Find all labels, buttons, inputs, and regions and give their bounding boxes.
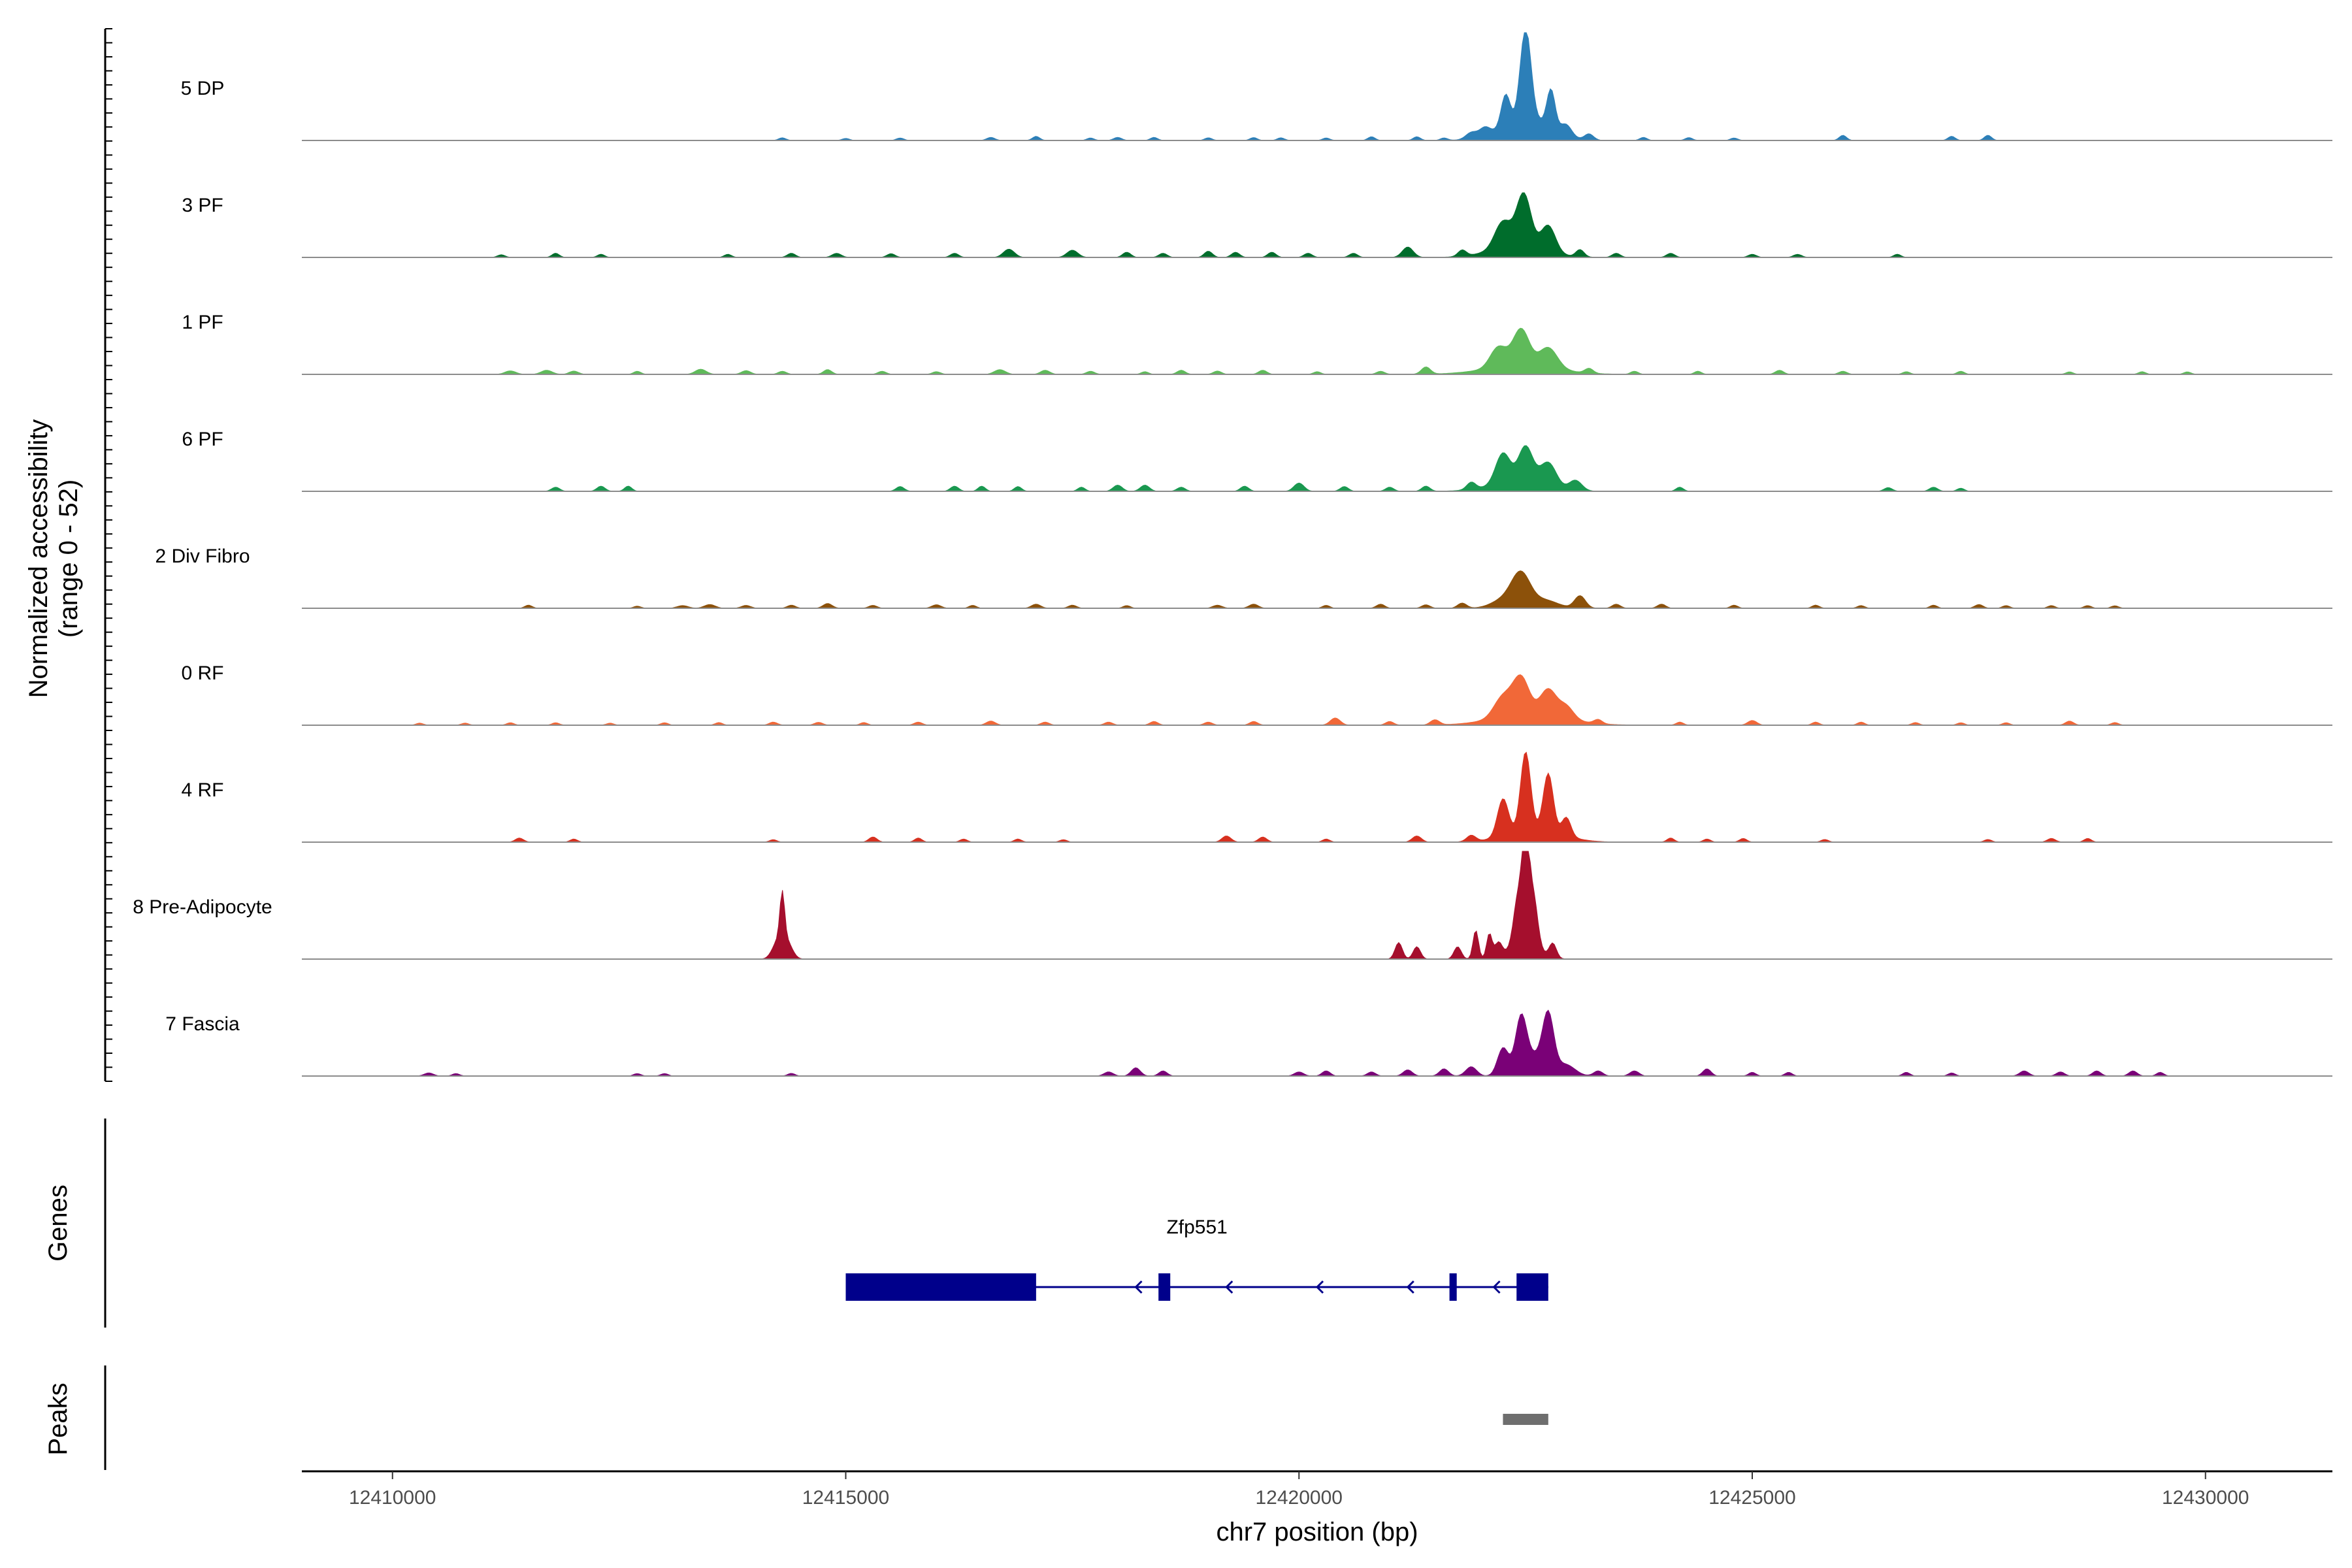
coverage-area bbox=[302, 445, 2332, 492]
coverage-track: 5 DP bbox=[181, 32, 2332, 141]
track-label: 8 Pre-Adipocyte bbox=[133, 896, 272, 918]
x-tick-label: 12420000 bbox=[1256, 1487, 1343, 1509]
coverage-track: 2 Div Fibro bbox=[155, 546, 2332, 609]
y-axis-title-line2: (range 0 - 52) bbox=[54, 480, 83, 638]
coverage-area bbox=[302, 751, 2332, 843]
coverage-track: 7 Fascia bbox=[165, 1009, 2332, 1077]
coverage-track: 1 PF bbox=[182, 312, 2332, 375]
gene-exon bbox=[845, 1273, 1036, 1301]
track-label: 3 PF bbox=[182, 195, 223, 216]
x-tick-label: 12415000 bbox=[802, 1487, 889, 1509]
gene-strand-arrow bbox=[1406, 1280, 1414, 1294]
coverage-y-axis bbox=[104, 28, 112, 1082]
coverage-track: 8 Pre-Adipocyte bbox=[133, 851, 2332, 960]
coverage-area bbox=[302, 327, 2332, 375]
gene-exon bbox=[1158, 1273, 1171, 1301]
coverage-track: 4 RF bbox=[181, 751, 2332, 843]
peaks-track bbox=[1503, 1414, 1548, 1425]
x-tick-label: 12425000 bbox=[1708, 1487, 1795, 1509]
track-label: 7 Fascia bbox=[165, 1013, 240, 1035]
coverage-area bbox=[302, 851, 2332, 960]
peaks-track-label: Peaks bbox=[44, 1382, 73, 1455]
coverage-track: 3 PF bbox=[182, 192, 2332, 258]
genes-track-label: Genes bbox=[44, 1184, 73, 1262]
gene-name-label: Zfp551 bbox=[1166, 1217, 1227, 1238]
coverage-area bbox=[302, 674, 2332, 726]
coverage-area bbox=[302, 1009, 2332, 1077]
coverage-tracks: 5 DP 3 PF 1 PF 6 PF 2 Div Fibro 0 RF 4 RF 8 Pre… bbox=[133, 32, 2332, 1077]
coverage-area bbox=[302, 32, 2332, 141]
peak-region bbox=[1503, 1414, 1548, 1425]
gene-exon bbox=[1449, 1273, 1457, 1301]
coverage-track: 6 PF bbox=[182, 429, 2332, 492]
coverage-track: 0 RF bbox=[181, 662, 2332, 726]
track-label: 0 RF bbox=[181, 662, 223, 684]
gene-strand-arrow bbox=[1315, 1280, 1324, 1294]
x-tick-label: 12410000 bbox=[349, 1487, 436, 1509]
coverage-area bbox=[302, 192, 2332, 258]
track-label: 6 PF bbox=[182, 429, 223, 450]
gene-strand-arrow bbox=[1225, 1280, 1233, 1294]
gene-track bbox=[845, 1273, 1548, 1301]
gene-exon bbox=[1516, 1273, 1548, 1301]
x-axis: 12410000 12415000 12420000 12425000 12430000 bbox=[302, 1470, 2332, 1509]
track-label: 4 RF bbox=[181, 779, 223, 801]
y-axis-title-line1: Normalized accessibility bbox=[24, 419, 53, 698]
gene-strand-arrow bbox=[1134, 1280, 1143, 1294]
coverage-area bbox=[302, 570, 2332, 609]
gene-strand-arrow bbox=[1492, 1280, 1501, 1294]
x-axis-title: chr7 position (bp) bbox=[1216, 1518, 1418, 1546]
track-label: 2 Div Fibro bbox=[155, 546, 250, 567]
track-label: 1 PF bbox=[182, 312, 223, 333]
x-tick-label: 12430000 bbox=[2162, 1487, 2249, 1509]
track-label: 5 DP bbox=[181, 78, 225, 99]
